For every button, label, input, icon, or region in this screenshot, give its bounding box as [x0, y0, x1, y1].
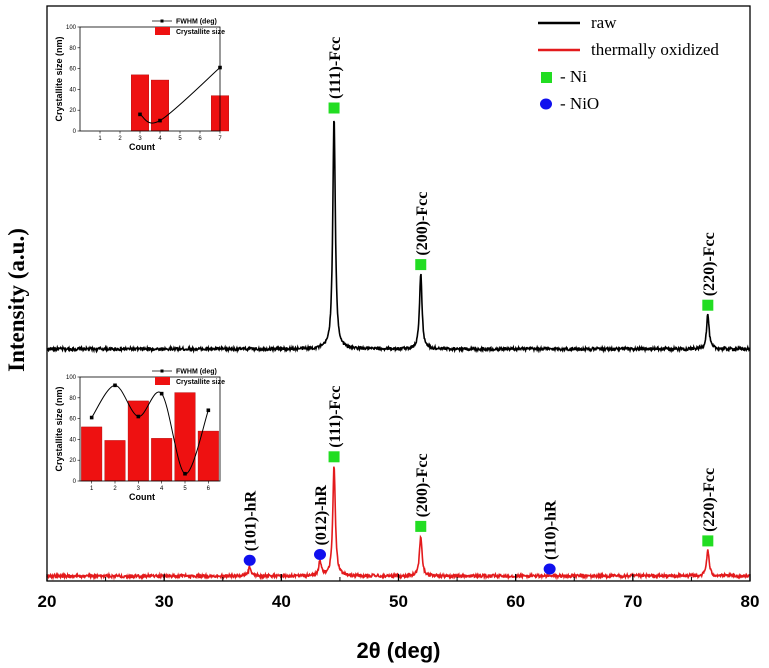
- inset-1-xtick-label-1: 2: [113, 486, 117, 492]
- peak-label-0-0: (111)-Fcc: [327, 37, 344, 99]
- inset-1-xlabel: Count: [129, 492, 155, 502]
- inset-1-bar-2: [127, 400, 149, 482]
- peak-label-0-2: (220)-Fcc: [701, 232, 718, 296]
- inset-0-xtick-label-1: 2: [118, 136, 122, 142]
- xtick-label-0: 20: [38, 592, 57, 611]
- inset-0-legend-label-0: FWHM (deg): [176, 19, 217, 26]
- inset-0-xtick-label-3: 4: [158, 136, 162, 142]
- inset-1-fwhm-point-5: [206, 408, 211, 413]
- inset-0-ytick-label-3: 60: [69, 67, 76, 73]
- inset-0: 1 2 3 4 5 6 7 0 20 40 60 80 100 Count Crystallite size…: [54, 19, 229, 152]
- inset-1-fwhm-point-1: [113, 383, 117, 388]
- inset-1-frame: [79, 376, 221, 482]
- xtick-label-2: 40: [272, 592, 291, 611]
- legend-swatch-2: [541, 72, 552, 83]
- inset-1-ytick-label-4: 80: [69, 396, 76, 402]
- inset-1-xtick-label-0: 1: [90, 486, 94, 492]
- legend-label-0: raw: [591, 13, 617, 32]
- legend-label-3: - NiO: [560, 94, 599, 113]
- inset-1-ytick-label-0: 0: [73, 479, 77, 485]
- marker-nio-1-4: [543, 563, 556, 575]
- peak-label-1-4: (110)-hR: [543, 500, 560, 560]
- inset-0-ytick-label-4: 80: [69, 46, 76, 52]
- inset-0-ytick-label-5: 100: [66, 25, 77, 31]
- inset-1-fwhm-point-0: [89, 415, 94, 420]
- peak-label-1-2: (111)-Fcc: [327, 386, 344, 448]
- inset-1-bar-1: [104, 440, 126, 482]
- marker-nio-1-0: [243, 554, 256, 566]
- xtick-label-3: 50: [389, 592, 408, 611]
- inset-1-fwhm-point-4: [183, 471, 187, 476]
- peak-label-1-1: (012)-hR: [313, 485, 330, 546]
- peak-label-1-3: (200)-Fcc: [414, 453, 431, 517]
- xtick-label-4: 60: [506, 592, 525, 611]
- inset-1-xtick-label-5: 6: [207, 486, 211, 492]
- inset-0-fwhm-point-1: [158, 118, 162, 123]
- inset-0-fwhm-point-0: [138, 112, 142, 117]
- marker-ni-0-2: [702, 299, 714, 311]
- inset-1-legend-label-0: FWHM (deg): [176, 369, 217, 376]
- inset-1-legend-swatch: [155, 377, 170, 385]
- inset-1-ytick-label-3: 60: [69, 417, 76, 423]
- inset-1-xtick-label-4: 5: [183, 486, 187, 492]
- inset-1-bar-3: [151, 438, 173, 482]
- inset-0-legend-point: [160, 19, 164, 23]
- legend-label-2: - Ni: [560, 67, 587, 86]
- legend-swatch-3: [540, 98, 552, 110]
- inset-0-ytick-label-2: 40: [69, 87, 76, 93]
- inset-1-xtick-label-3: 4: [160, 486, 164, 492]
- inset-0-xtick-label-5: 6: [198, 136, 202, 142]
- marker-ni-1-2: [328, 451, 340, 463]
- inset-1-bar-0: [81, 426, 103, 482]
- marker-nio-1-1: [313, 549, 326, 560]
- peak-label-1-5: (220)-Fcc: [701, 468, 718, 532]
- inset-0-xtick-label-6: 7: [218, 136, 222, 142]
- inset-0-ylabel: Crystallite size (nm): [54, 36, 64, 121]
- marker-ni-0-0: [328, 102, 340, 114]
- inset-1-ytick-label-1: 20: [69, 458, 76, 464]
- inset-0-xtick-label-2: 3: [138, 136, 142, 142]
- inset-1-ytick-label-5: 100: [66, 375, 77, 381]
- inset-1-bar-4: [174, 392, 196, 482]
- inset-0-ytick-label-1: 20: [69, 108, 76, 114]
- peak-label-0-1: (200)-Fcc: [414, 192, 431, 256]
- inset-1-fwhm-point-2: [136, 414, 141, 419]
- inset-1-bar-5: [197, 430, 219, 482]
- inset-1-fwhm-point-3: [159, 391, 164, 396]
- inset-0-legend-swatch: [155, 27, 170, 35]
- xtick-label-1: 30: [155, 592, 174, 611]
- inset-0-xlabel: Count: [129, 142, 155, 152]
- x-axis-title: 2θ (deg): [356, 638, 440, 663]
- legend-label-1: thermally oxidized: [591, 40, 719, 59]
- inset-0-bar-0: [130, 74, 149, 132]
- peak-label-1-0: (101)-hR: [243, 490, 260, 551]
- inset-0-xtick-label-0: 1: [98, 136, 102, 142]
- inset-0-ytick-label-0: 0: [73, 129, 77, 135]
- inset-1-legend-point: [160, 369, 164, 373]
- series-line-0: [46, 120, 751, 354]
- inset-0-frame: [79, 26, 221, 132]
- marker-ni-1-5: [702, 535, 714, 547]
- inset-1-ylabel: Crystallite size (nm): [54, 386, 64, 471]
- inset-0-legend-label-1: Crystallite size: [176, 29, 225, 36]
- inset-1-xtick-label-2: 3: [137, 486, 141, 492]
- y-axis-title: Intensity (a.u.): [4, 228, 29, 372]
- xtick-label-5: 70: [623, 592, 642, 611]
- marker-ni-0-1: [415, 259, 427, 271]
- marker-ni-1-3: [415, 520, 427, 532]
- inset-1-ytick-label-2: 40: [69, 437, 76, 443]
- inset-0-xtick-label-4: 5: [178, 136, 182, 142]
- xtick-label-6: 80: [741, 592, 760, 611]
- inset-1-legend-label-1: Crystallite size: [176, 379, 225, 386]
- series-line-1: [46, 466, 751, 581]
